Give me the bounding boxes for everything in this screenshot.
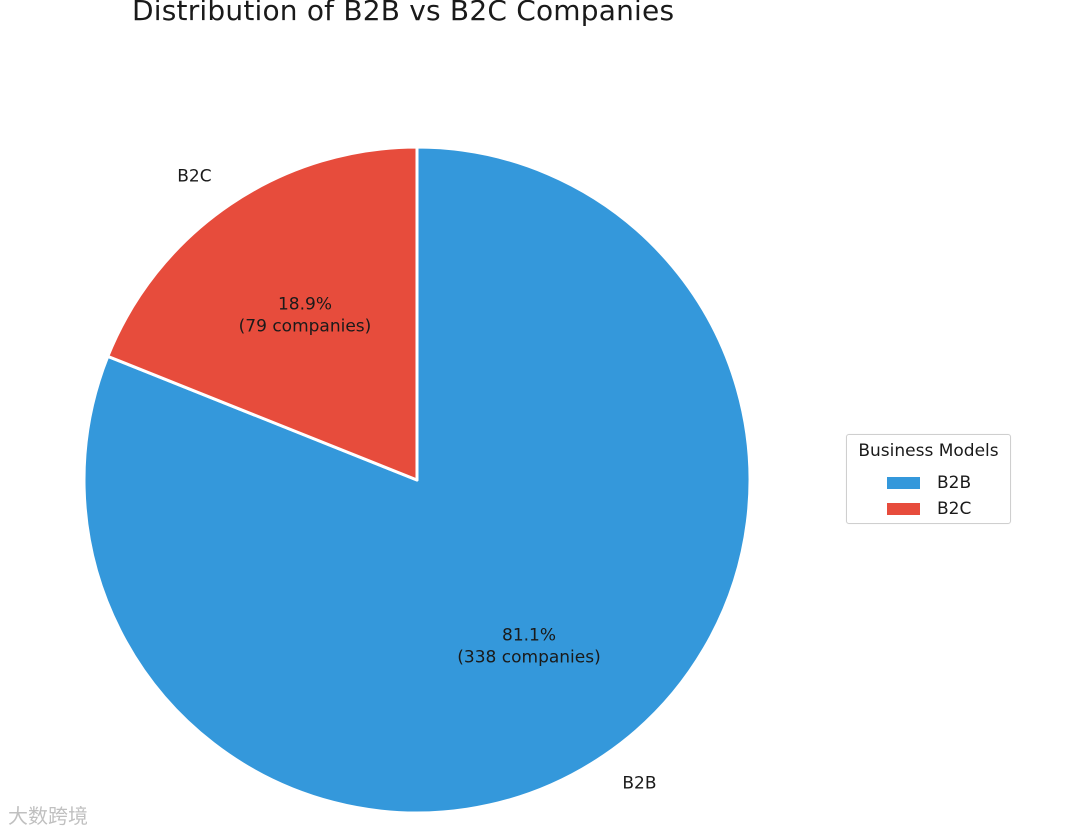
- legend-label-b2c: B2C: [937, 499, 972, 519]
- pie-slice-b2c: [106, 145, 419, 482]
- slice-value-label-b2b: 81.1% (338 companies): [457, 625, 600, 667]
- slice-label-b2b: B2B: [622, 773, 656, 793]
- chart-title: Distribution of B2B vs B2C Companies: [132, 0, 675, 27]
- slice-value-label-b2c: 18.9% (79 companies): [239, 295, 372, 337]
- slice-percent-b2c: 18.9%: [278, 295, 332, 315]
- legend-swatch-b2b: [887, 477, 920, 489]
- legend: Business Models B2B B2C: [846, 434, 1011, 524]
- slice-label-b2c: B2C: [177, 167, 211, 187]
- slice-count-b2c: (79 companies): [239, 317, 372, 337]
- pie-labels: B2B 81.1% (338 companies) B2C 18.9% (79 compa…: [177, 167, 656, 794]
- watermark-logo: 大数跨境: [8, 804, 88, 828]
- legend-swatch-b2c: [887, 503, 920, 515]
- legend-label-b2b: B2B: [937, 473, 972, 493]
- pie-slices: [82, 145, 752, 815]
- legend-title: Business Models: [858, 441, 999, 461]
- slice-count-b2b: (338 companies): [457, 647, 600, 667]
- slice-percent-b2b: 81.1%: [502, 625, 556, 645]
